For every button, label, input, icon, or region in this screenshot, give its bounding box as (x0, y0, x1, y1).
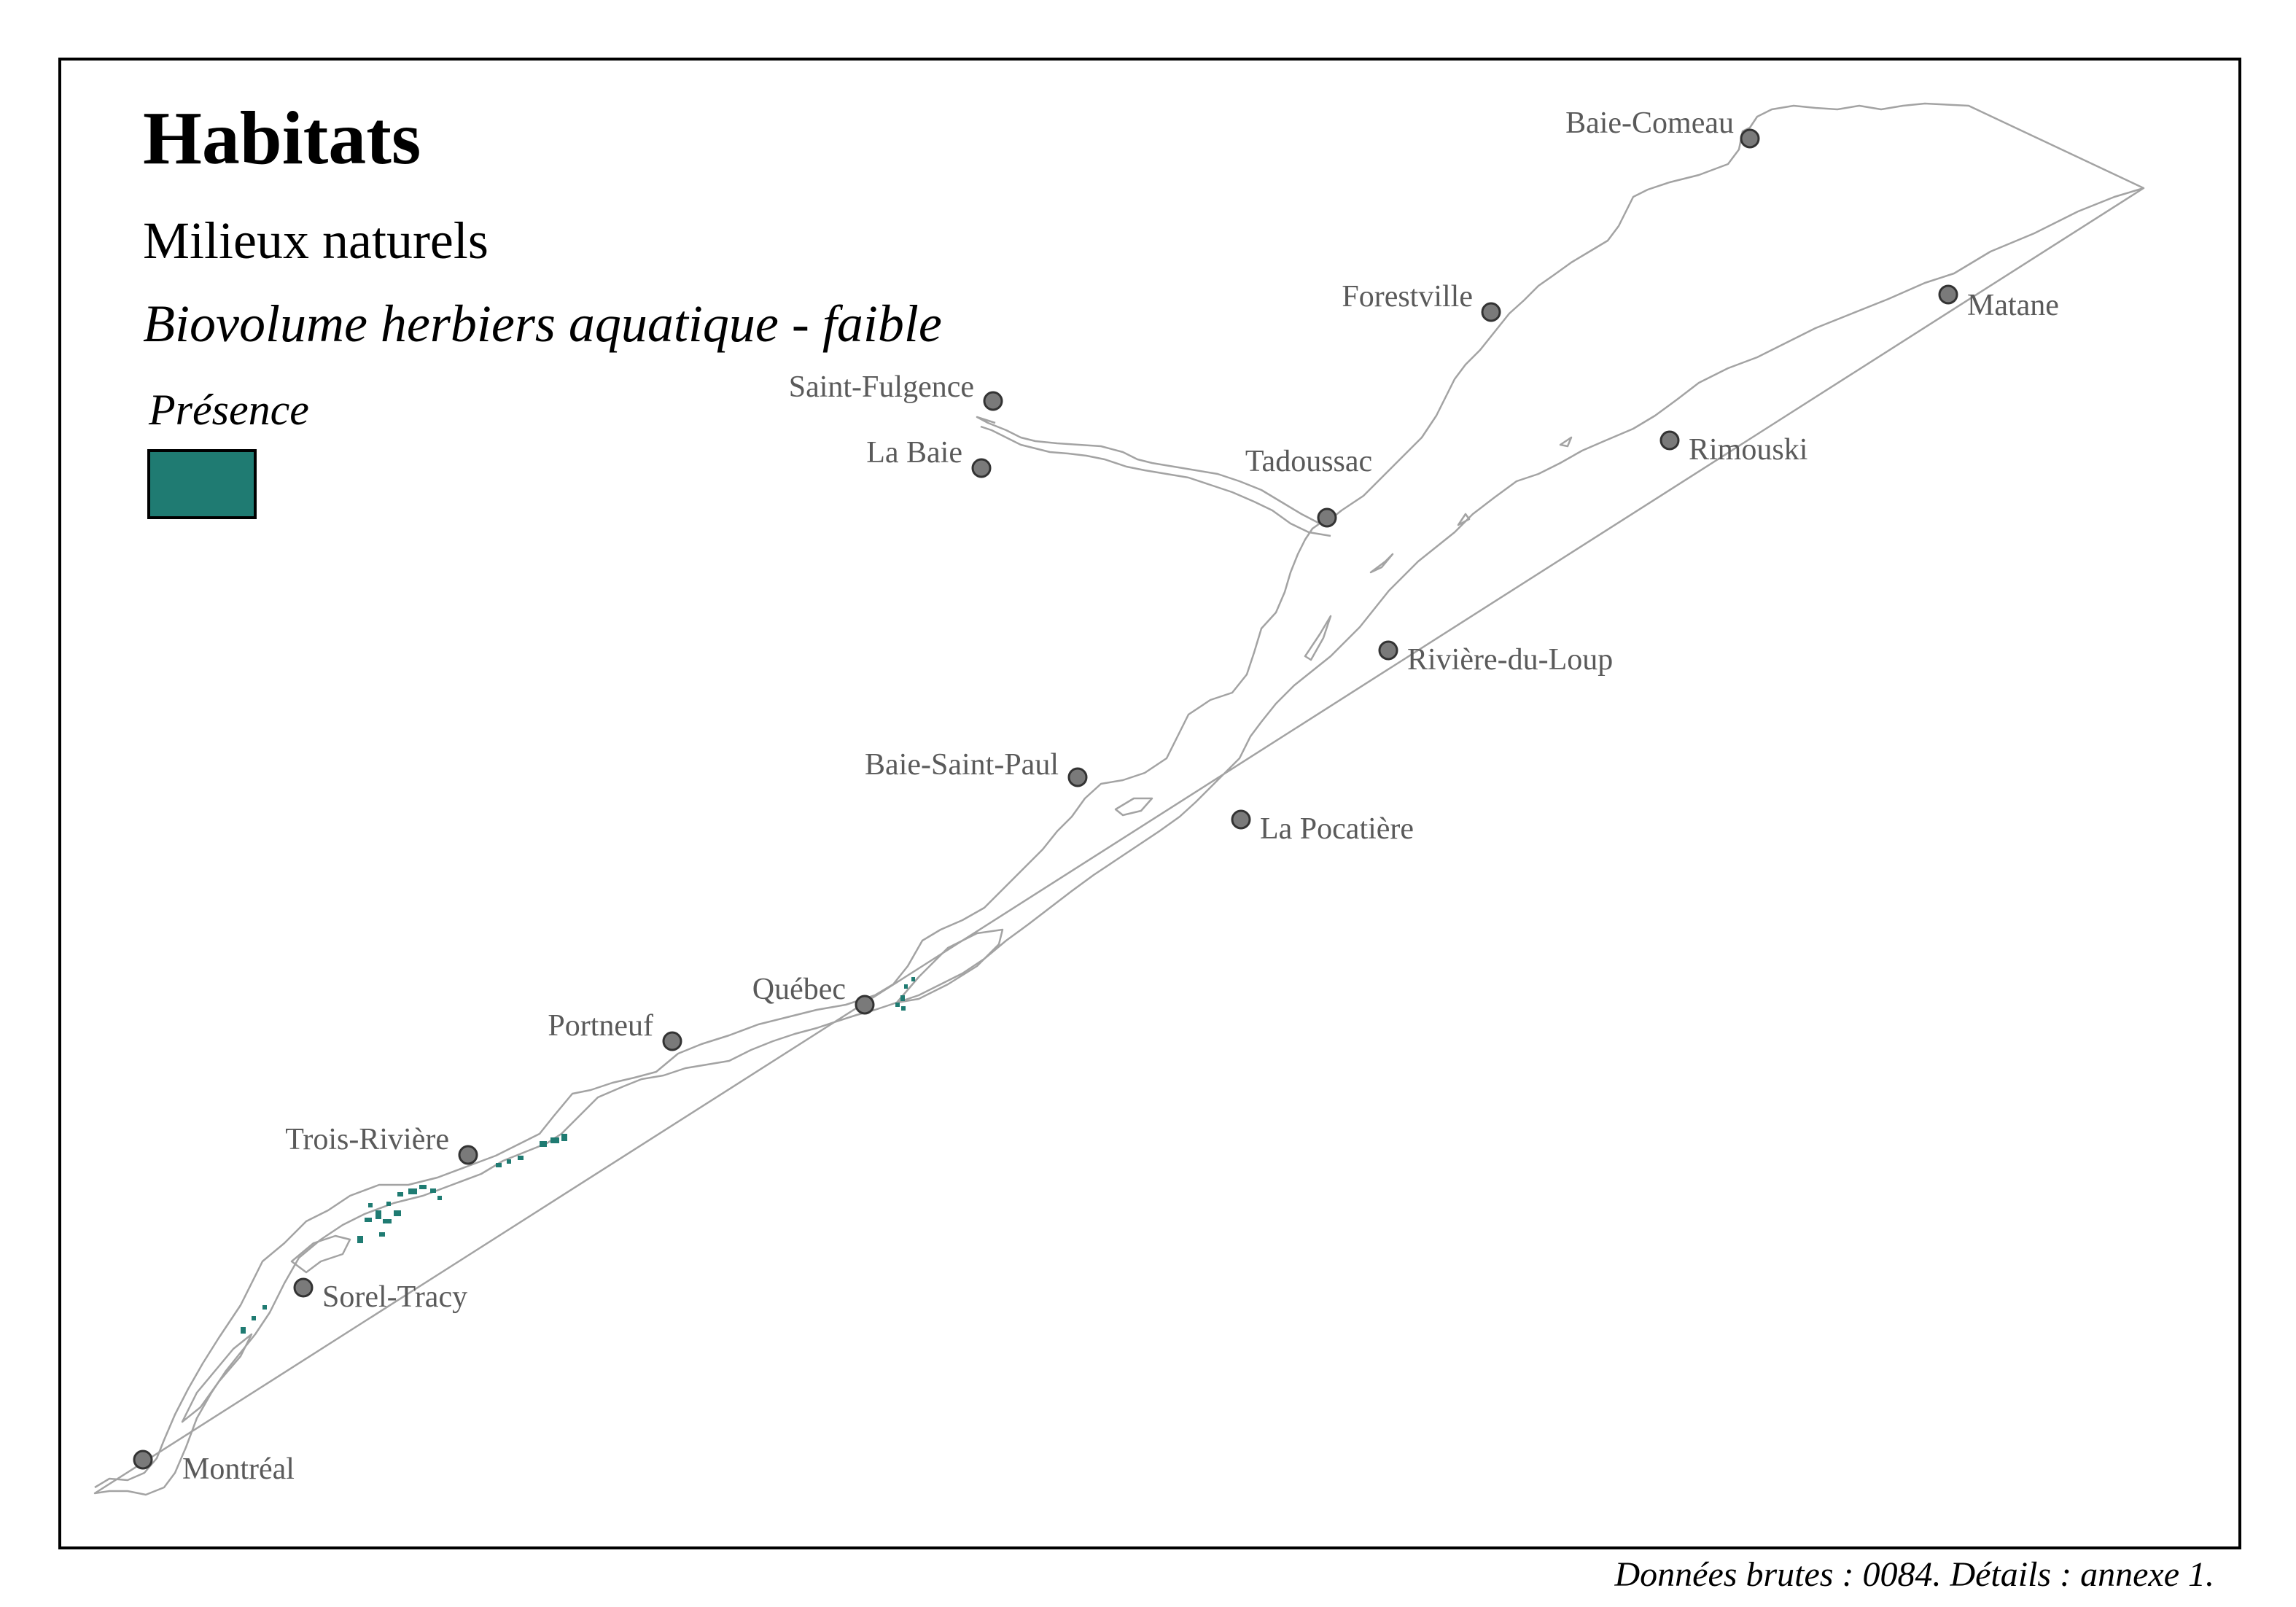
habitat-patch (895, 1003, 900, 1007)
ile-aux-coudres (1114, 797, 1153, 817)
habitat-patch (419, 1185, 427, 1189)
habitat-patch (397, 1192, 403, 1197)
city-sorel-tracy[interactable]: Sorel-Tracy (293, 1277, 467, 1314)
habitat-patch (357, 1236, 363, 1243)
city-saint-fulgence[interactable]: Saint-Fulgence (789, 370, 1003, 411)
city-label-riviere-du-loup: Rivière-du-Loup (1407, 643, 1613, 677)
city-label-tadoussac: Tadoussac (1245, 445, 1372, 478)
city-label-forestville: Forestville (1342, 280, 1473, 314)
city-la-pocatiere[interactable]: La Pocatière (1231, 809, 1414, 846)
city-label-saint-fulgence: Saint-Fulgence (789, 370, 974, 404)
legend-title: Présence (149, 386, 309, 434)
habitat-patch (241, 1327, 246, 1334)
city-forestville[interactable]: Forestville (1342, 280, 1501, 322)
habitat-patch (911, 977, 915, 981)
city-marker (1378, 640, 1398, 661)
island-4 (1559, 436, 1573, 448)
city-label-sorel-tracy: Sorel-Tracy (322, 1280, 467, 1314)
legend-swatch-presence (147, 449, 257, 519)
habitat-patch (383, 1219, 392, 1223)
city-baie-saint-paul[interactable]: Baie-Saint-Paul (865, 748, 1088, 787)
city-marker (1659, 430, 1680, 451)
habitat-patch (900, 995, 905, 1001)
city-marker (1481, 302, 1501, 322)
shoreline (93, 102, 2145, 1496)
habitat-patches (241, 977, 915, 1334)
habitat-patch (901, 1006, 906, 1011)
city-marker (1938, 284, 1958, 305)
city-label-portneuf: Portneuf (548, 1009, 653, 1043)
city-marker (855, 995, 875, 1015)
habitat-patch (561, 1134, 567, 1141)
habitat-patch (262, 1305, 267, 1310)
habitat-patch (386, 1202, 391, 1206)
north-shore-line (94, 102, 2144, 1489)
habitat-patch (365, 1218, 372, 1222)
island-1 (1304, 615, 1332, 661)
habitat-patch (379, 1232, 385, 1237)
city-quebec[interactable]: Québec (752, 973, 875, 1015)
city-marker (662, 1031, 682, 1051)
habitat-patch (904, 984, 908, 989)
city-markers: Baie-Comeau Forestville Matane Saint-Ful… (133, 106, 2059, 1486)
city-riviere-du-loup[interactable]: Rivière-du-Loup (1378, 640, 1613, 677)
city-label-trois-rivieres: Trois-Rivière (285, 1123, 449, 1156)
city-marker (293, 1277, 314, 1298)
city-marker (1067, 767, 1088, 787)
city-trois-rivieres[interactable]: Trois-Rivière (285, 1123, 478, 1165)
city-marker (983, 391, 1003, 411)
city-matane[interactable]: Matane (1938, 284, 2059, 322)
city-baie-comeau[interactable]: Baie-Comeau (1565, 106, 1760, 149)
city-marker (971, 458, 992, 478)
city-rimouski[interactable]: Rimouski (1659, 430, 1807, 467)
habitat-patch (518, 1156, 524, 1160)
city-tadoussac[interactable]: Tadoussac (1245, 445, 1372, 528)
island-2 (1369, 553, 1394, 574)
source-footer: Données brutes : 0084. Détails : annexe … (1614, 1555, 2215, 1594)
habitat-patch (375, 1210, 381, 1219)
map-frame (58, 58, 2241, 1549)
south-shore-line (93, 187, 2145, 1496)
city-montreal[interactable]: Montréal (133, 1450, 295, 1486)
city-marker (458, 1145, 478, 1165)
ile-orleans (895, 928, 1004, 1004)
city-label-la-pocatiere: La Pocatière (1260, 812, 1414, 846)
layer-name: Biovolume herbiers aquatique - faible (143, 295, 942, 353)
saguenay-north-line (976, 416, 1320, 525)
city-marker (1317, 507, 1337, 528)
montreal-channel (181, 1333, 253, 1423)
habitat-patch (430, 1188, 436, 1193)
habitat-patch (368, 1203, 373, 1207)
habitat-patch (496, 1163, 502, 1167)
map-title: Habitats (143, 96, 421, 180)
city-label-baie-comeau: Baie-Comeau (1565, 106, 1734, 140)
habitat-patch (408, 1188, 417, 1194)
city-portneuf[interactable]: Portneuf (548, 1009, 682, 1051)
city-marker (133, 1450, 153, 1470)
city-label-baie-saint-paul: Baie-Saint-Paul (865, 748, 1059, 782)
city-marker (1231, 809, 1251, 830)
city-la-baie[interactable]: La Baie (866, 436, 992, 478)
habitat-patch (437, 1196, 442, 1200)
city-label-la-baie: La Baie (866, 436, 962, 470)
habitat-patch (507, 1159, 511, 1164)
city-label-quebec: Québec (752, 973, 846, 1006)
sorel-islands (290, 1234, 351, 1274)
map-subtitle: Milieux naturels (143, 211, 489, 270)
city-label-montreal: Montréal (182, 1452, 295, 1486)
city-label-rimouski: Rimouski (1689, 433, 1807, 467)
saguenay-south-line (980, 425, 1331, 537)
habitat-patch (394, 1210, 401, 1216)
habitat-patch (252, 1316, 256, 1320)
habitat-patch (540, 1141, 547, 1147)
habitat-patch (550, 1137, 559, 1143)
island-3 (1457, 513, 1471, 526)
city-marker (1740, 128, 1760, 149)
city-label-matane: Matane (1967, 289, 2059, 322)
